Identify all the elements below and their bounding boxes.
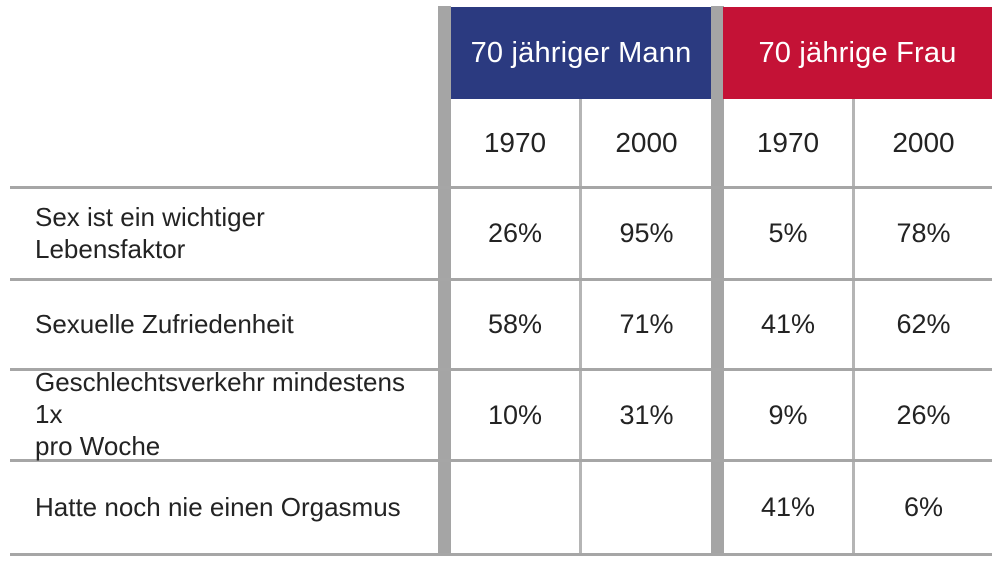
value-cell: 10% <box>487 399 543 430</box>
year-header-mann-2000: 2000 <box>615 126 678 158</box>
row-label-line: Hatte noch nie einen Orgasmus <box>35 491 401 522</box>
row-label: Geschlechtsverkehr mindestens 1x pro Woc… <box>35 367 435 460</box>
value-cell: 41% <box>760 309 816 339</box>
row-separator-line <box>10 278 992 281</box>
row-label-line: pro Woche <box>35 430 161 461</box>
row-separator-line <box>10 368 992 371</box>
group-header-mann: 70 jähriger Mann <box>451 7 711 99</box>
year-column-separator-frau <box>852 99 855 556</box>
value-cell: 5% <box>768 218 808 248</box>
value-cell <box>582 462 711 553</box>
value-cell: 6% <box>903 492 944 522</box>
year-header-frau-1970: 1970 <box>756 126 820 158</box>
divider-bar-left <box>438 6 451 556</box>
row-label-line: Sex ist ein wichtiger <box>35 201 265 232</box>
row-label-line: Lebensfaktor <box>35 233 186 264</box>
value-cell: 26% <box>487 218 543 248</box>
divider-bar-middle <box>711 6 724 556</box>
table-bottom-line <box>10 553 992 556</box>
value-cell: 71% <box>619 309 674 339</box>
row-label-line: Sexuelle Zufriedenheit <box>35 308 294 339</box>
value-cell: 58% <box>487 309 543 339</box>
row-separator-line <box>10 459 992 462</box>
value-cell: 9% <box>768 399 808 430</box>
value-cell: 31% <box>619 399 674 430</box>
value-cell <box>451 462 579 553</box>
year-header-mann-1970: 1970 <box>483 126 547 158</box>
row-separator-line <box>10 186 992 189</box>
row-label: Sexuelle Zufriedenheit <box>35 281 435 368</box>
row-label-line: Geschlechtsverkehr mindestens 1x <box>35 367 405 430</box>
group-header-frau: 70 jährige Frau <box>723 7 992 99</box>
value-cell: 41% <box>760 492 816 522</box>
value-cell: 62% <box>896 309 951 339</box>
row-label: Hatte noch nie einen Orgasmus <box>35 462 435 553</box>
year-header-frau-2000: 2000 <box>892 126 955 158</box>
year-column-separator-man <box>579 99 582 556</box>
value-cell: 26% <box>896 399 951 430</box>
value-cell: 78% <box>896 218 951 248</box>
value-cell: 95% <box>619 218 674 248</box>
row-label: Sex ist ein wichtiger Lebensfaktor <box>35 189 435 278</box>
